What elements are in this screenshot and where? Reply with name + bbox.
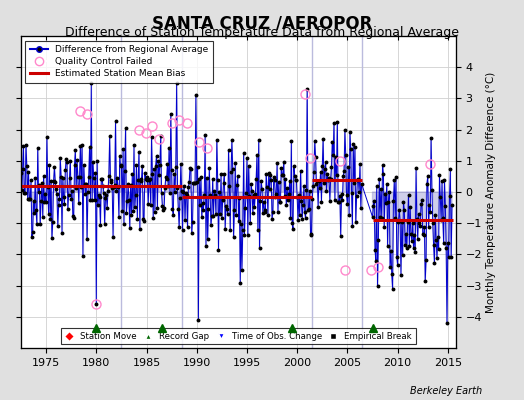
Y-axis label: Monthly Temperature Anomaly Difference (°C): Monthly Temperature Anomaly Difference (… (486, 71, 496, 313)
Text: Berkeley Earth: Berkeley Earth (410, 386, 482, 396)
Text: SANTA CRUZ /AEROPOR: SANTA CRUZ /AEROPOR (152, 14, 372, 32)
Text: Difference of Station Temperature Data from Regional Average: Difference of Station Temperature Data f… (65, 26, 459, 39)
Legend: Station Move, Record Gap, Time of Obs. Change, Empirical Break: Station Move, Record Gap, Time of Obs. C… (61, 328, 416, 344)
